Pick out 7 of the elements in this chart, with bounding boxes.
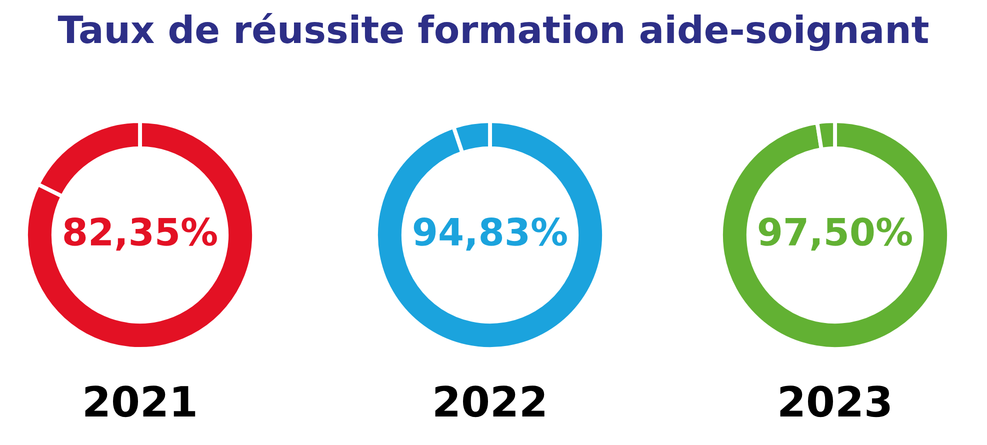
text: Taux de réussite formation aide-soignant bbox=[58, 12, 928, 52]
data-label: 82,35% bbox=[64, 218, 217, 251]
data-label: 94,83% bbox=[414, 218, 567, 251]
text: 2021 bbox=[85, 386, 196, 418]
data-label: 97,50% bbox=[758, 218, 912, 251]
text: 2022 bbox=[435, 386, 544, 418]
text: 2023 bbox=[780, 386, 890, 418]
